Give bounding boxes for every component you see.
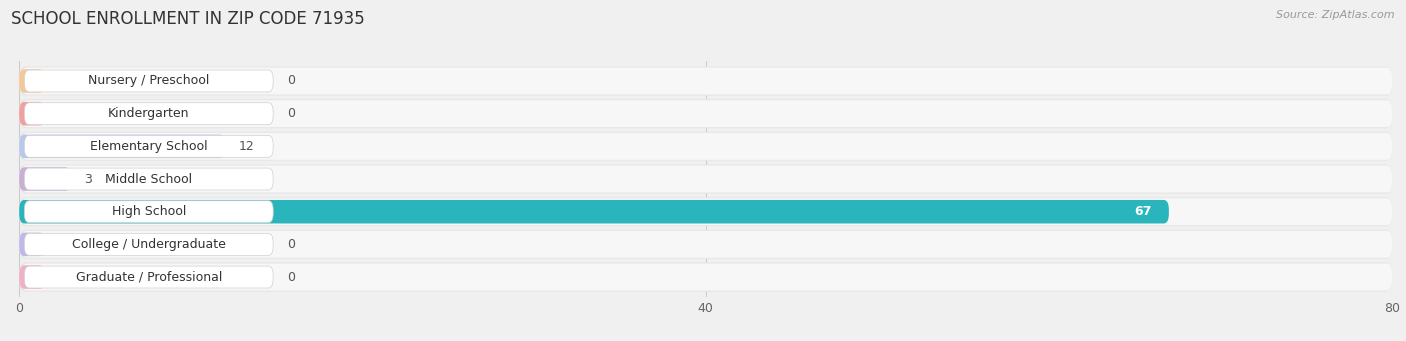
FancyBboxPatch shape xyxy=(21,264,1392,291)
FancyBboxPatch shape xyxy=(20,69,45,93)
Text: High School: High School xyxy=(111,205,186,218)
FancyBboxPatch shape xyxy=(20,197,1392,226)
FancyBboxPatch shape xyxy=(20,233,45,256)
Text: Kindergarten: Kindergarten xyxy=(108,107,190,120)
FancyBboxPatch shape xyxy=(24,135,273,157)
FancyBboxPatch shape xyxy=(24,201,273,223)
Text: 0: 0 xyxy=(287,74,295,88)
Text: Middle School: Middle School xyxy=(105,173,193,186)
Text: Graduate / Professional: Graduate / Professional xyxy=(76,270,222,284)
FancyBboxPatch shape xyxy=(20,262,1392,292)
FancyBboxPatch shape xyxy=(20,66,1392,96)
Text: Elementary School: Elementary School xyxy=(90,140,208,153)
Text: 12: 12 xyxy=(239,140,254,153)
FancyBboxPatch shape xyxy=(21,68,1392,94)
FancyBboxPatch shape xyxy=(21,166,1392,192)
FancyBboxPatch shape xyxy=(24,266,273,288)
Text: 3: 3 xyxy=(84,173,93,186)
Text: SCHOOL ENROLLMENT IN ZIP CODE 71935: SCHOOL ENROLLMENT IN ZIP CODE 71935 xyxy=(11,10,366,28)
FancyBboxPatch shape xyxy=(24,70,273,92)
FancyBboxPatch shape xyxy=(20,164,1392,194)
FancyBboxPatch shape xyxy=(24,234,273,255)
Text: 0: 0 xyxy=(287,238,295,251)
Text: 0: 0 xyxy=(287,270,295,284)
FancyBboxPatch shape xyxy=(20,132,1392,161)
FancyBboxPatch shape xyxy=(21,198,1392,225)
FancyBboxPatch shape xyxy=(20,200,1168,223)
Text: 67: 67 xyxy=(1135,205,1152,218)
FancyBboxPatch shape xyxy=(20,99,1392,128)
FancyBboxPatch shape xyxy=(24,168,273,190)
FancyBboxPatch shape xyxy=(20,102,45,125)
FancyBboxPatch shape xyxy=(21,100,1392,127)
FancyBboxPatch shape xyxy=(20,265,45,289)
FancyBboxPatch shape xyxy=(20,135,225,158)
Text: Nursery / Preschool: Nursery / Preschool xyxy=(89,74,209,88)
FancyBboxPatch shape xyxy=(24,103,273,124)
FancyBboxPatch shape xyxy=(20,230,1392,259)
FancyBboxPatch shape xyxy=(20,167,70,191)
Text: College / Undergraduate: College / Undergraduate xyxy=(72,238,226,251)
Text: 0: 0 xyxy=(287,107,295,120)
Text: Source: ZipAtlas.com: Source: ZipAtlas.com xyxy=(1277,10,1395,20)
FancyBboxPatch shape xyxy=(21,133,1392,160)
FancyBboxPatch shape xyxy=(21,231,1392,258)
